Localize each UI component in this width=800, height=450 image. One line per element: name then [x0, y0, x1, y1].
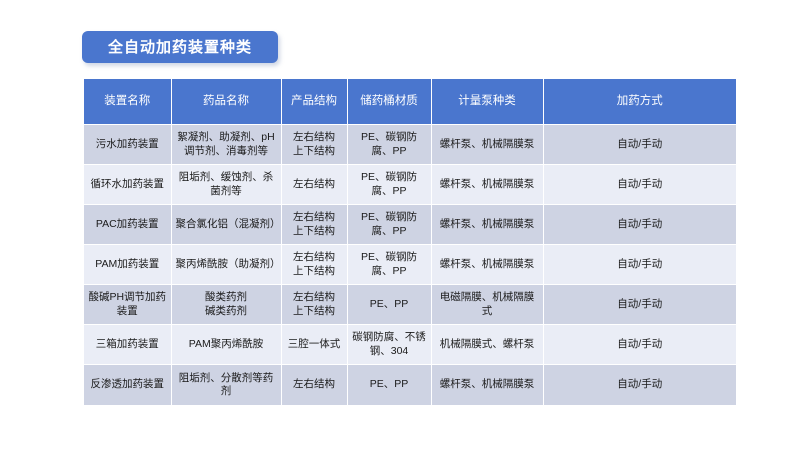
- cell-mode: 自动/手动: [542, 244, 736, 285]
- column-header-structure: 产品结构: [280, 79, 348, 125]
- cell-structure: 左右结构: [280, 164, 348, 205]
- cell-chemical: 絮凝剂、助凝剂、pH调节剂、消毒剂等: [170, 124, 282, 165]
- cell-pump: 螺杆泵、机械隔膜泵: [430, 364, 544, 405]
- cell-device: 酸碱PH调节加药装置: [84, 284, 172, 325]
- table-row: 污水加药装置 絮凝剂、助凝剂、pH调节剂、消毒剂等 左右结构 上下结构 PE、碳…: [84, 124, 736, 165]
- cell-barrel: PE、碳钢防腐、PP: [346, 164, 432, 205]
- cell-barrel: PE、PP: [346, 364, 432, 405]
- table-header-row: 装置名称 药品名称 产品结构 储药桶材质 计量泵种类 加药方式: [84, 79, 736, 125]
- table-row: 三箱加药装置 PAM聚丙烯酰胺 三腔一体式 碳钢防腐、不锈钢、304 机械隔膜式…: [84, 324, 736, 365]
- cell-barrel: PE、碳钢防腐、PP: [346, 244, 432, 285]
- cell-device: 污水加药装置: [84, 124, 172, 165]
- table-body: 污水加药装置 絮凝剂、助凝剂、pH调节剂、消毒剂等 左右结构 上下结构 PE、碳…: [84, 124, 736, 405]
- cell-chemical: 酸类药剂 碱类药剂: [170, 284, 282, 325]
- column-header-chemical: 药品名称: [170, 79, 282, 125]
- cell-device: 循环水加药装置: [84, 164, 172, 205]
- cell-mode: 自动/手动: [542, 324, 736, 365]
- table-row: PAM加药装置 聚丙烯酰胺（助凝剂） 左右结构 上下结构 PE、碳钢防腐、PP …: [84, 244, 736, 285]
- cell-device: PAM加药装置: [84, 244, 172, 285]
- cell-pump: 机械隔膜式、螺杆泵: [430, 324, 544, 365]
- cell-chemical: 聚合氯化铝（混凝剂）: [170, 204, 282, 245]
- cell-chemical: PAM聚丙烯酰胺: [170, 324, 282, 365]
- column-header-device: 装置名称: [84, 79, 172, 125]
- cell-mode: 自动/手动: [542, 124, 736, 165]
- table-row: 酸碱PH调节加药装置 酸类药剂 碱类药剂 左右结构 上下结构 PE、PP 电磁隔…: [84, 284, 736, 325]
- cell-barrel: PE、PP: [346, 284, 432, 325]
- cell-structure: 左右结构: [280, 364, 348, 405]
- table-row: 循环水加药装置 阻垢剂、缓蚀剂、杀菌剂等 左右结构 PE、碳钢防腐、PP 螺杆泵…: [84, 164, 736, 205]
- slide-title-banner: 全自动加药装置种类: [82, 31, 278, 63]
- table-header: 装置名称 药品名称 产品结构 储药桶材质 计量泵种类 加药方式: [84, 79, 736, 125]
- column-header-pump: 计量泵种类: [430, 79, 544, 125]
- cell-mode: 自动/手动: [542, 364, 736, 405]
- cell-pump: 电磁隔膜、机械隔膜式: [430, 284, 544, 325]
- table-row: 反渗透加药装置 阻垢剂、分散剂等药剂 左右结构 PE、PP 螺杆泵、机械隔膜泵 …: [84, 364, 736, 405]
- cell-barrel: PE、碳钢防腐、PP: [346, 124, 432, 165]
- cell-structure: 左右结构 上下结构: [280, 124, 348, 165]
- column-header-mode: 加药方式: [542, 79, 736, 125]
- cell-barrel: PE、碳钢防腐、PP: [346, 204, 432, 245]
- table-row: PAC加药装置 聚合氯化铝（混凝剂） 左右结构 上下结构 PE、碳钢防腐、PP …: [84, 204, 736, 245]
- slide-title-text: 全自动加药装置种类: [107, 38, 252, 56]
- cell-pump: 螺杆泵、机械隔膜泵: [430, 244, 544, 285]
- cell-pump: 螺杆泵、机械隔膜泵: [430, 164, 544, 205]
- column-header-barrel: 储药桶材质: [346, 79, 432, 125]
- dosing-device-table: 装置名称 药品名称 产品结构 储药桶材质 计量泵种类 加药方式 污水加药装置 絮…: [84, 79, 736, 405]
- cell-device: PAC加药装置: [84, 204, 172, 245]
- cell-structure: 左右结构 上下结构: [280, 244, 348, 285]
- cell-structure: 左右结构 上下结构: [280, 204, 348, 245]
- cell-mode: 自动/手动: [542, 284, 736, 325]
- cell-barrel: 碳钢防腐、不锈钢、304: [346, 324, 432, 365]
- cell-device: 反渗透加药装置: [84, 364, 172, 405]
- cell-device: 三箱加药装置: [84, 324, 172, 365]
- cell-chemical: 阻垢剂、缓蚀剂、杀菌剂等: [170, 164, 282, 205]
- cell-mode: 自动/手动: [542, 204, 736, 245]
- cell-structure: 三腔一体式: [280, 324, 348, 365]
- cell-mode: 自动/手动: [542, 164, 736, 205]
- cell-pump: 螺杆泵、机械隔膜泵: [430, 124, 544, 165]
- cell-structure: 左右结构 上下结构: [280, 284, 348, 325]
- cell-chemical: 聚丙烯酰胺（助凝剂）: [170, 244, 282, 285]
- cell-chemical: 阻垢剂、分散剂等药剂: [170, 364, 282, 405]
- cell-pump: 螺杆泵、机械隔膜泵: [430, 204, 544, 245]
